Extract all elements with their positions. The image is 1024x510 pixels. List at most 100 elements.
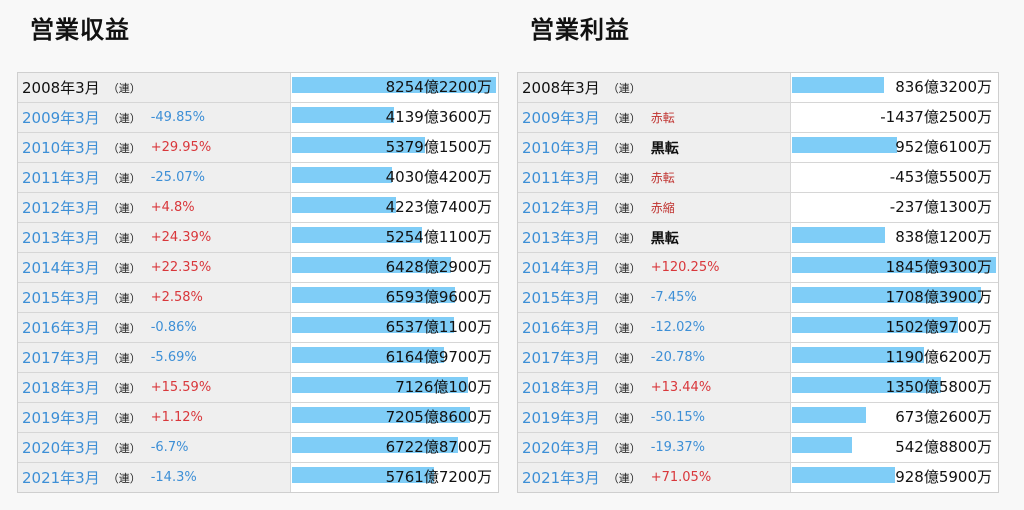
period-link[interactable]: 2011年3月 <box>22 169 100 187</box>
value-cell: 952億6100万 <box>791 133 997 162</box>
change-percent: -6.7% <box>150 440 189 455</box>
change-percent: -49.85% <box>150 110 205 125</box>
bar-mark <box>292 107 394 123</box>
period-link[interactable]: 2020年3月 <box>522 439 600 457</box>
status-tag: 黒転 <box>650 230 679 247</box>
value-cell: 1190億6200万 <box>791 343 997 372</box>
period-link[interactable]: 2020年3月 <box>22 439 100 457</box>
profit-table: 2008年3月 （連） 836億3200万 2009年3月 （連） 赤転 -1437億250… <box>517 72 999 493</box>
bar-mark <box>292 257 451 273</box>
value-label: 5761億7200万 <box>385 468 492 486</box>
profit-heading: 営業利益 <box>530 16 630 44</box>
period-cell: 2018年3月 （連） +15.59% <box>18 373 291 402</box>
change-percent: -12.02% <box>650 320 705 335</box>
value-label: 4030億4200万 <box>385 168 492 186</box>
change-percent: -20.78% <box>650 350 705 365</box>
period-link[interactable]: 2009年3月 <box>522 109 600 127</box>
value-cell: 5254億1100万 <box>291 223 497 252</box>
table-row: 2010年3月 （連） 黒転 952億6100万 <box>518 132 998 162</box>
table-row: 2016年3月 （連） -12.02% 1502億9700万 <box>518 312 998 342</box>
period-link[interactable]: 2014年3月 <box>22 259 100 277</box>
period-link[interactable]: 2017年3月 <box>522 349 600 367</box>
period-link[interactable]: 2010年3月 <box>522 139 600 157</box>
period-cell: 2021年3月 （連） -14.3% <box>18 463 291 492</box>
bar-mark <box>292 77 496 93</box>
period-link[interactable]: 2015年3月 <box>22 289 100 307</box>
revenue-table: 2008年3月 （連） 8254億2200万 2009年3月 （連） -49.85% 413… <box>17 72 499 493</box>
period-link: 2008年3月 <box>22 79 100 97</box>
bar-mark <box>292 137 425 153</box>
consolidated-label: （連） <box>607 111 641 125</box>
revenue-heading: 営業収益 <box>30 16 130 44</box>
table-row: 2017年3月 （連） -20.78% 1190億6200万 <box>518 342 998 372</box>
period-link[interactable]: 2014年3月 <box>522 259 600 277</box>
value-cell: 6593億9600万 <box>291 283 497 312</box>
period-cell: 2015年3月 （連） +2.58% <box>18 283 291 312</box>
bar-mark <box>792 227 885 243</box>
value-label: 8254億2200万 <box>385 78 492 96</box>
period-cell: 2010年3月 （連） 黒転 <box>518 133 791 162</box>
value-cell: 673億2600万 <box>791 403 997 432</box>
period-cell: 2014年3月 （連） +120.25% <box>518 253 791 282</box>
period-link[interactable]: 2015年3月 <box>522 289 600 307</box>
table-row: 2016年3月 （連） -0.86% 6537億1100万 <box>18 312 498 342</box>
bar-mark <box>292 197 396 213</box>
period-cell: 2012年3月 （連） +4.8% <box>18 193 291 222</box>
value-cell: 7205億8600万 <box>291 403 497 432</box>
table-row: 2018年3月 （連） +13.44% 1350億5800万 <box>518 372 998 402</box>
table-row: 2013年3月 （連） 黒転 838億1200万 <box>518 222 998 252</box>
period-link[interactable]: 2013年3月 <box>22 229 100 247</box>
value-cell: 6428億2900万 <box>291 253 497 282</box>
value-cell: 6164億9700万 <box>291 343 497 372</box>
bar-mark <box>292 287 455 303</box>
value-cell: 836億3200万 <box>791 73 997 102</box>
value-cell: 4030億4200万 <box>291 163 497 192</box>
bar-mark <box>292 227 422 243</box>
period-cell: 2008年3月 （連） <box>18 73 291 102</box>
period-link: 2008年3月 <box>522 79 600 97</box>
period-cell: 2020年3月 （連） -19.37% <box>518 433 791 462</box>
value-label: 7126億100万 <box>395 378 492 396</box>
value-cell: 5379億1500万 <box>291 133 497 162</box>
period-link[interactable]: 2013年3月 <box>522 229 600 247</box>
value-label: 952億6100万 <box>895 138 992 156</box>
period-link[interactable]: 2012年3月 <box>522 199 600 217</box>
consolidated-label: （連） <box>107 351 141 365</box>
table-row: 2021年3月 （連） +71.05% 928億5900万 <box>518 462 998 492</box>
consolidated-label: （連） <box>107 171 141 185</box>
consolidated-label: （連） <box>107 411 141 425</box>
period-link[interactable]: 2016年3月 <box>522 319 600 337</box>
value-cell: 4223億7400万 <box>291 193 497 222</box>
period-link[interactable]: 2010年3月 <box>22 139 100 157</box>
bar-mark <box>792 77 884 93</box>
status-tag: 黒転 <box>650 140 679 157</box>
period-link[interactable]: 2021年3月 <box>522 469 600 487</box>
period-link[interactable]: 2018年3月 <box>22 379 100 397</box>
period-cell: 2016年3月 （連） -0.86% <box>18 313 291 342</box>
period-link[interactable]: 2011年3月 <box>522 169 600 187</box>
period-link[interactable]: 2019年3月 <box>522 409 600 427</box>
change-percent: -14.3% <box>150 470 197 485</box>
period-link[interactable]: 2017年3月 <box>22 349 100 367</box>
period-link[interactable]: 2019年3月 <box>22 409 100 427</box>
consolidated-label: （連） <box>607 351 641 365</box>
table-row: 2012年3月 （連） +4.8% 4223億7400万 <box>18 192 498 222</box>
period-link[interactable]: 2009年3月 <box>22 109 100 127</box>
period-cell: 2018年3月 （連） +13.44% <box>518 373 791 402</box>
period-link[interactable]: 2021年3月 <box>22 469 100 487</box>
period-cell: 2019年3月 （連） -50.15% <box>518 403 791 432</box>
change-percent: +29.95% <box>150 140 212 155</box>
table-row: 2018年3月 （連） +15.59% 7126億100万 <box>18 372 498 402</box>
status-tag: 赤縮 <box>650 201 675 215</box>
period-link[interactable]: 2018年3月 <box>522 379 600 397</box>
consolidated-label: （連） <box>107 471 141 485</box>
period-link[interactable]: 2012年3月 <box>22 199 100 217</box>
value-cell: 1845億9300万 <box>791 253 997 282</box>
value-cell: -237億1300万 <box>791 193 997 222</box>
period-link[interactable]: 2016年3月 <box>22 319 100 337</box>
consolidated-label: （連） <box>607 471 641 485</box>
value-cell: 1350億5800万 <box>791 373 997 402</box>
table-row: 2012年3月 （連） 赤縮 -237億1300万 <box>518 192 998 222</box>
period-cell: 2011年3月 （連） 赤転 <box>518 163 791 192</box>
consolidated-label: （連） <box>607 231 641 245</box>
